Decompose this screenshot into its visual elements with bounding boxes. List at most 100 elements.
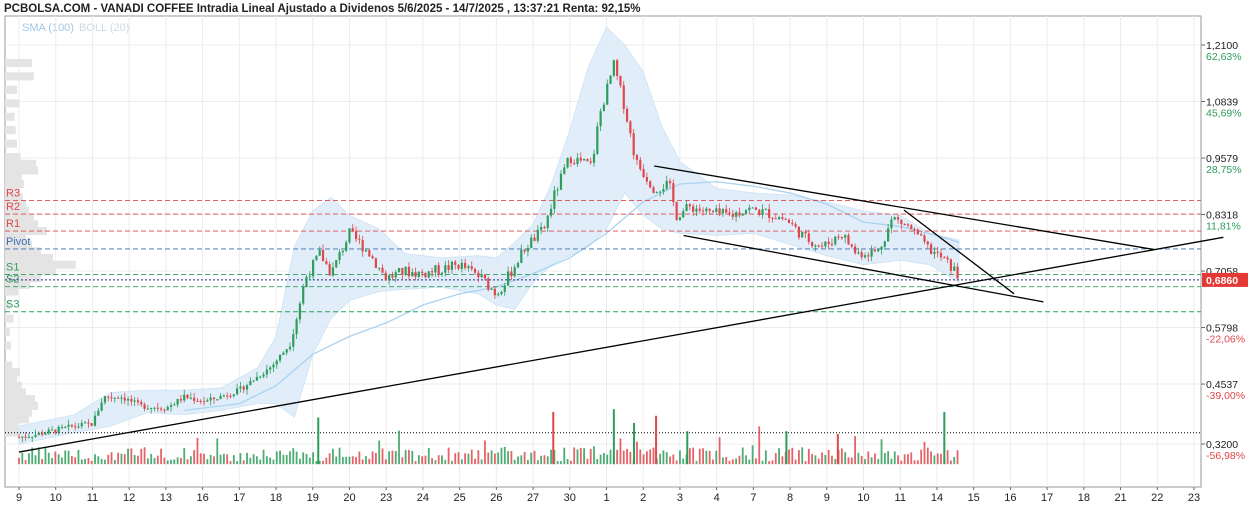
volume-bar: [513, 459, 516, 465]
legend-sma[interactable]: SMA (100): [22, 22, 74, 34]
volume-bar: [563, 447, 566, 465]
volume-bar: [840, 448, 843, 465]
candle-body: [460, 262, 463, 269]
candle-body: [74, 426, 77, 428]
candle-body: [434, 265, 437, 273]
volume-bar: [361, 459, 364, 465]
x-tick-label: 18: [270, 492, 282, 504]
volume-bar: [90, 460, 93, 465]
volume-bar: [348, 456, 351, 465]
candle-body: [573, 163, 576, 165]
candle-body: [351, 228, 354, 232]
volume-bar: [176, 457, 179, 465]
volume-bar: [295, 451, 298, 465]
x-tick-label: 12: [123, 492, 135, 504]
volume-bar: [298, 458, 301, 465]
volume-spike: [317, 417, 320, 465]
trendline: [903, 209, 1015, 295]
candle-body: [536, 229, 539, 241]
volume-bar: [665, 452, 668, 465]
legend-boll[interactable]: BOLL (20): [79, 22, 130, 34]
volume-bar: [61, 457, 63, 465]
candle-body: [546, 215, 549, 229]
candle-body: [447, 265, 450, 270]
candle-body: [625, 108, 629, 122]
volume-bar: [140, 448, 143, 465]
volume-bar: [123, 454, 126, 465]
volume-bar: [127, 448, 129, 465]
volume-bar: [226, 454, 229, 465]
candle-body: [820, 245, 824, 247]
volume-profile-bar: [5, 280, 31, 289]
candle-body: [262, 374, 265, 377]
y-tick-pct: 62,63%: [1206, 51, 1242, 63]
candle-body: [123, 397, 126, 401]
volume-bar: [153, 457, 156, 465]
volume-bar: [474, 458, 476, 465]
volume-bar: [659, 453, 662, 465]
volume-bar: [546, 456, 549, 465]
volume-bar: [21, 452, 24, 465]
candle-body: [183, 394, 186, 401]
x-tick-label: 9: [824, 492, 830, 504]
volume-bar: [242, 460, 245, 465]
volume-bar: [229, 461, 232, 465]
volume-bar: [289, 451, 291, 465]
volume-bar: [437, 455, 440, 465]
candle-body: [533, 237, 536, 241]
x-tick-label: 10: [857, 492, 869, 504]
volume-bar: [67, 450, 70, 465]
volume-bar: [798, 450, 800, 465]
volume-bar: [34, 455, 37, 465]
volume-profile-bar: [5, 206, 29, 215]
chart-legend: SMA (100) BOLL (20): [22, 22, 129, 34]
candle-body: [579, 157, 582, 161]
candle-body: [896, 217, 900, 220]
volume-bar: [18, 457, 20, 465]
volume-spike: [943, 411, 946, 465]
candle-body: [559, 173, 563, 190]
candle-body: [130, 398, 133, 402]
x-tick-label: 13: [160, 492, 172, 504]
volume-bar: [695, 460, 698, 465]
volume-bar: [705, 450, 708, 465]
x-tick-label: 30: [564, 492, 576, 504]
volume-bar: [553, 449, 556, 465]
y-tick-label: 1,0839: [1206, 97, 1238, 109]
candle-body: [682, 211, 685, 218]
candle-body: [318, 249, 321, 256]
volume-profile-bar: [5, 240, 32, 249]
candle-body: [308, 276, 311, 278]
volume-bar: [682, 458, 685, 465]
volume-bar: [807, 448, 810, 465]
candle-body: [21, 436, 24, 438]
volume-bar: [953, 456, 956, 465]
candle-body: [272, 364, 275, 368]
candle-body: [64, 426, 67, 428]
candle-body: [705, 208, 708, 212]
candle-body: [348, 228, 351, 243]
volume-bar: [460, 459, 463, 465]
candle-body: [97, 410, 100, 416]
volume-bar: [113, 460, 116, 465]
candle-body: [619, 75, 622, 86]
candle-body: [70, 424, 73, 427]
volume-bar: [556, 460, 559, 465]
volume-bar: [520, 455, 523, 465]
candle-body: [953, 266, 956, 271]
candle-body: [278, 354, 282, 361]
volume-bar: [850, 457, 853, 465]
volume-bar: [890, 458, 893, 465]
candle-body: [526, 248, 530, 252]
candle-body: [411, 271, 414, 277]
candle-body: [252, 380, 255, 382]
volume-bar: [847, 457, 850, 465]
candle-body: [725, 209, 728, 213]
volume-spike: [633, 422, 636, 465]
volume-bar: [470, 449, 473, 465]
candle-body: [41, 432, 44, 435]
candle-body: [692, 206, 695, 212]
volume-bar: [880, 439, 883, 465]
volume-bar: [596, 459, 599, 465]
